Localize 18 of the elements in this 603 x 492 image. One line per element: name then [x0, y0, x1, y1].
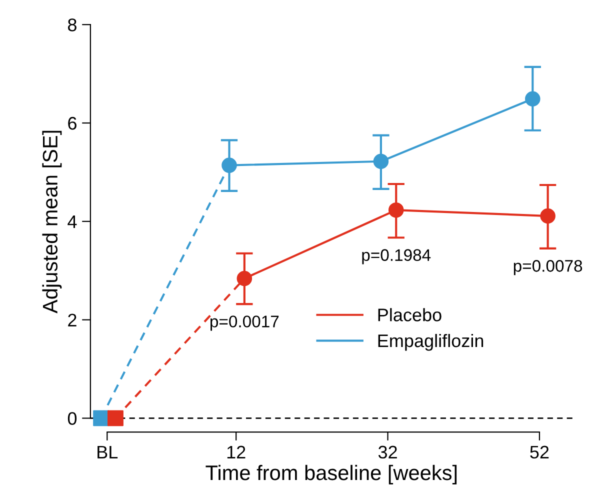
legend-label: Placebo: [378, 308, 442, 322]
legend-label: Empagliflozin: [378, 334, 484, 351]
annotation: p=0.1984: [362, 249, 431, 264]
annotation: p=0.0078: [514, 260, 582, 276]
x-tick-label: 12: [227, 446, 246, 458]
y-tick-label: 6: [68, 116, 76, 130]
x-axis-title: Time from baseline [weeks]: [206, 464, 457, 484]
x-tick-label: 52: [530, 446, 549, 459]
y-tick-label: 2: [68, 314, 76, 326]
y-tick-label: 8: [68, 18, 76, 32]
y-tick-label: 0: [68, 412, 77, 425]
point: [93, 410, 110, 426]
y-tick-label: 4: [68, 216, 77, 228]
y-axis-title: Adjusted mean [SE]: [42, 130, 62, 314]
x-tick-label: BL: [98, 446, 118, 458]
x-tick-label: 32: [378, 446, 397, 459]
annotation: p=0.0017: [210, 316, 279, 331]
point: [108, 410, 124, 426]
